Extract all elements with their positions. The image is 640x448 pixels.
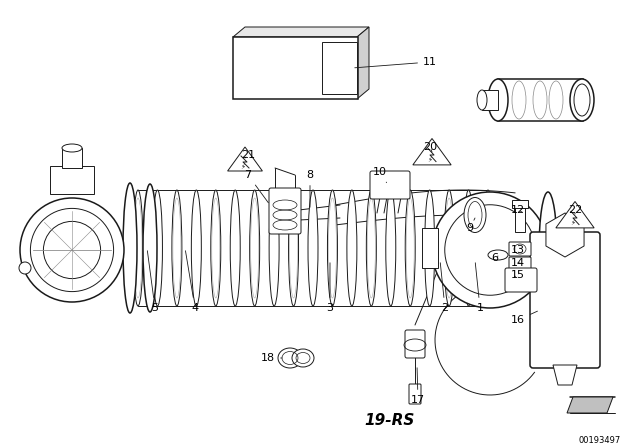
FancyBboxPatch shape [505,268,537,292]
FancyBboxPatch shape [409,384,421,404]
Text: 11: 11 [355,57,437,68]
Bar [498,79,583,121]
FancyBboxPatch shape [509,242,531,256]
FancyBboxPatch shape [370,171,410,199]
Bar [50,166,94,194]
Ellipse shape [152,190,163,306]
Ellipse shape [366,190,376,306]
Ellipse shape [463,190,474,306]
Text: 5: 5 [147,251,159,313]
Polygon shape [228,147,262,171]
Bar [233,37,358,99]
Text: 16: 16 [511,311,538,325]
FancyBboxPatch shape [269,188,301,234]
Circle shape [44,221,100,279]
Polygon shape [413,138,451,165]
Bar [512,200,528,208]
Text: 2: 2 [440,263,449,313]
Polygon shape [357,27,369,99]
Ellipse shape [250,190,260,306]
Bar [422,228,438,268]
Ellipse shape [405,190,415,306]
Text: ⚡: ⚡ [428,157,433,163]
Text: ⚡: ⚡ [241,164,245,170]
Ellipse shape [477,90,487,110]
FancyBboxPatch shape [530,232,600,368]
Bar [62,148,82,168]
Circle shape [20,198,124,302]
Ellipse shape [425,190,435,306]
Text: 22: 22 [568,205,582,215]
Ellipse shape [483,190,493,306]
Ellipse shape [574,84,590,116]
Text: 1: 1 [476,263,483,313]
Ellipse shape [539,192,557,308]
Text: 17: 17 [411,368,425,405]
Text: 19-RS: 19-RS [365,413,415,427]
Circle shape [445,205,535,295]
Text: 18: 18 [261,353,282,363]
Ellipse shape [62,144,82,152]
Text: 7: 7 [244,170,268,203]
Text: 13: 13 [511,245,525,255]
Text: 3: 3 [326,263,333,313]
Ellipse shape [278,348,302,368]
Ellipse shape [386,190,396,306]
Ellipse shape [211,190,221,306]
Circle shape [432,192,548,308]
Ellipse shape [289,190,298,306]
Text: 00193497: 00193497 [579,435,621,444]
Text: 20: 20 [423,142,437,152]
Bar [515,200,525,232]
Polygon shape [567,397,613,413]
Ellipse shape [143,184,157,312]
Text: 6: 6 [492,253,499,263]
Text: 8: 8 [307,170,314,207]
Text: 9: 9 [467,218,475,233]
Text: 15: 15 [511,270,525,280]
Polygon shape [556,202,594,228]
Ellipse shape [444,190,454,306]
Ellipse shape [230,190,240,306]
Ellipse shape [123,183,137,313]
Ellipse shape [172,190,182,306]
FancyBboxPatch shape [405,330,425,358]
Polygon shape [553,365,577,385]
FancyBboxPatch shape [509,257,531,271]
Ellipse shape [133,190,143,306]
Text: 10: 10 [373,167,387,183]
Ellipse shape [292,349,314,367]
Ellipse shape [269,190,279,306]
Text: 12: 12 [511,205,525,215]
Ellipse shape [464,198,486,233]
Polygon shape [546,213,584,257]
Polygon shape [233,27,369,37]
Bar [322,42,357,94]
Ellipse shape [191,190,202,306]
Circle shape [31,208,114,292]
Text: 14: 14 [511,258,525,268]
Ellipse shape [570,79,594,121]
Ellipse shape [488,79,508,121]
Ellipse shape [347,190,357,306]
Circle shape [19,262,31,274]
Bar [482,90,498,110]
Ellipse shape [308,190,318,306]
Text: 4: 4 [186,251,198,313]
Text: 21: 21 [241,150,255,160]
Ellipse shape [328,190,337,306]
Text: ⚡: ⚡ [571,220,575,226]
